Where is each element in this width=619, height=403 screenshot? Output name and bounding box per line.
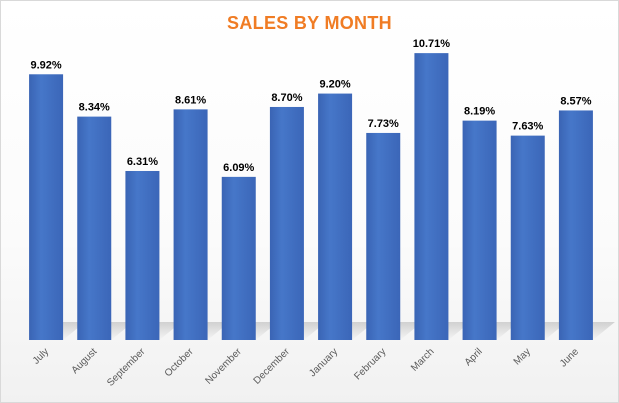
x-tick-label: November bbox=[203, 346, 244, 387]
x-axis-tick-labels: July August September October November Decemb… bbox=[31, 346, 582, 389]
bar-data-label: 8.61% bbox=[175, 94, 206, 106]
bar bbox=[221, 176, 256, 340]
bar bbox=[366, 132, 401, 340]
bar-data-label: 8.34% bbox=[79, 102, 110, 114]
bar-data-label: 8.19% bbox=[464, 106, 495, 118]
x-tick-label: October bbox=[163, 346, 196, 379]
bar bbox=[510, 135, 545, 340]
data-labels: 9.92% 8.34% 6.31% 8.61% 6.09% 8.70% 9.20% 7.73%… bbox=[30, 38, 591, 174]
bar bbox=[318, 93, 353, 340]
bar-data-label: 8.70% bbox=[271, 92, 302, 104]
bar-data-label: 6.31% bbox=[127, 156, 158, 168]
x-tick-label: December bbox=[252, 346, 293, 387]
bar bbox=[558, 110, 593, 340]
bar-data-label: 9.20% bbox=[319, 79, 350, 91]
bar bbox=[173, 109, 208, 340]
bar bbox=[29, 74, 64, 341]
bar-data-label: 8.57% bbox=[560, 95, 591, 107]
x-tick-label: March bbox=[409, 346, 436, 373]
x-tick-label: September bbox=[105, 346, 148, 389]
bar-data-label: 10.71% bbox=[413, 38, 451, 50]
bar bbox=[414, 53, 449, 340]
bar bbox=[269, 106, 304, 340]
bar-data-label: 6.09% bbox=[223, 162, 254, 174]
bar bbox=[77, 116, 112, 340]
x-tick-label: June bbox=[558, 346, 581, 369]
bar-data-label: 7.63% bbox=[512, 121, 543, 133]
x-tick-label: August bbox=[70, 346, 100, 376]
x-tick-label: May bbox=[512, 346, 533, 367]
x-tick-label: January bbox=[307, 346, 340, 379]
bar-data-label: 9.92% bbox=[30, 59, 61, 71]
chart-title: SALES BY MONTH bbox=[227, 13, 392, 33]
bar bbox=[125, 170, 160, 340]
x-tick-label: April bbox=[463, 346, 485, 368]
bar bbox=[462, 120, 497, 340]
x-tick-label: July bbox=[31, 346, 51, 366]
x-tick-label: February bbox=[352, 346, 388, 382]
bar-data-label: 7.73% bbox=[368, 118, 399, 130]
bars bbox=[29, 53, 593, 341]
